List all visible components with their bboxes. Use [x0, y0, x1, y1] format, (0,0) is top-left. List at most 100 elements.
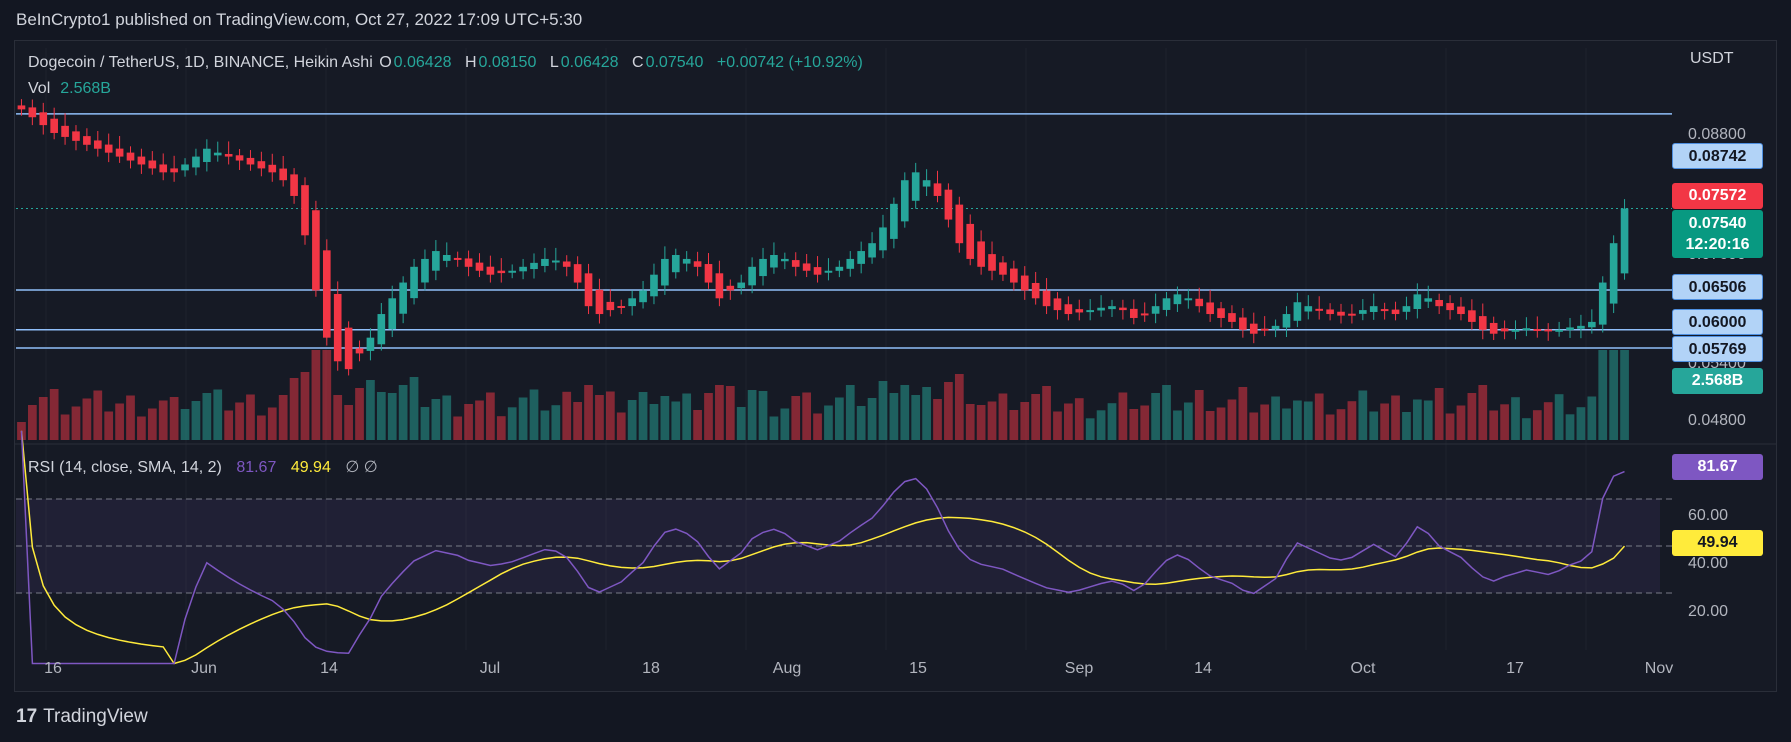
volume-bar: [1031, 394, 1041, 440]
volume-bar: [573, 402, 582, 440]
volume-legend[interactable]: Vol 2.568B: [28, 80, 111, 98]
volume-bar: [1260, 404, 1270, 440]
volume-bar: [725, 386, 735, 440]
price-tick: 0.08800: [1688, 126, 1746, 143]
volume-bar: [540, 410, 550, 440]
ohlc-legend: Dogecoin / TetherUS, 1D, BINANCE, Heikin…: [28, 54, 863, 71]
volume-bar: [376, 392, 386, 440]
candle-body: [1522, 328, 1531, 331]
x-axis-label: Jun: [191, 660, 217, 677]
symbol-label[interactable]: Dogecoin / TetherUS, 1D, BINANCE, Heikin…: [28, 54, 373, 71]
candle-body: [104, 144, 113, 153]
candle-body: [192, 156, 200, 168]
volume-bar: [278, 395, 288, 440]
candle-body: [235, 155, 244, 161]
volume-bar: [442, 395, 452, 440]
volume-bar: [1369, 411, 1379, 440]
candle-body: [1271, 325, 1280, 330]
candle-body: [399, 282, 407, 314]
candle-body: [1086, 310, 1094, 313]
volume-value: 2.568B: [60, 80, 111, 97]
candle-body: [1064, 304, 1073, 315]
x-axis-label: 14: [320, 660, 338, 677]
candle-body: [1402, 306, 1411, 312]
candle-body: [628, 298, 636, 307]
rsi-sma-value: 49.94: [290, 459, 331, 476]
volume-bar: [704, 393, 713, 440]
x-axis-label: 15: [909, 660, 927, 677]
candle-body: [879, 227, 887, 251]
candle-body: [366, 337, 375, 351]
volume-bar: [1096, 410, 1106, 440]
candle-body: [1053, 298, 1062, 311]
countdown: 12:20:16: [1685, 236, 1750, 253]
high-value: 0.08150: [478, 54, 537, 71]
candle-body: [1184, 298, 1193, 301]
candle-body: [93, 140, 102, 149]
volume-bar: [322, 350, 332, 440]
volume-bar: [747, 390, 757, 440]
candle-body: [17, 105, 26, 110]
volume-bar: [1467, 393, 1477, 440]
candle-body: [573, 264, 582, 283]
volume-bar: [158, 400, 168, 440]
candle-body: [1544, 329, 1553, 332]
candle-body: [650, 274, 658, 297]
volume-bar: [507, 407, 517, 440]
volume-bar: [1336, 409, 1346, 440]
candle-body: [1326, 309, 1334, 315]
candle-body: [1413, 294, 1422, 309]
volume-bar: [1522, 418, 1531, 440]
volume-bar: [638, 392, 648, 440]
close-value: 0.07540: [645, 54, 704, 71]
candle-body: [1500, 328, 1509, 332]
candle-body: [442, 255, 451, 261]
volume-bar: [605, 391, 615, 440]
volume-bar: [595, 395, 604, 440]
volume-bar: [660, 396, 670, 440]
candle-body: [955, 204, 964, 244]
volume-bar: [758, 391, 768, 440]
chart-frame[interactable]: [14, 40, 1777, 692]
volume-bar: [1053, 411, 1062, 440]
volume-bar: [1303, 401, 1313, 440]
candle-body: [344, 327, 353, 370]
rsi-legend[interactable]: RSI (14, close, SMA, 14, 2) 81.67 49.94 …: [28, 457, 378, 477]
candle-body: [704, 264, 713, 283]
candle-body: [584, 273, 593, 307]
candle-body: [39, 112, 48, 126]
candle-body: [410, 266, 418, 299]
level-badge: 0.06506: [1672, 274, 1763, 300]
candle-body: [1511, 329, 1520, 332]
volume-bar: [60, 414, 70, 440]
candle-body: [1577, 325, 1585, 329]
x-axis-label: Aug: [772, 660, 802, 677]
volume-bar: [1358, 390, 1368, 440]
volume-bar: [867, 398, 877, 440]
volume-bar: [387, 393, 397, 440]
open-value: 0.06428: [393, 54, 452, 71]
candle-body: [1042, 290, 1051, 307]
volume-bar: [551, 405, 561, 440]
candle-body: [791, 260, 800, 267]
tradingview-brand[interactable]: 17 TradingView: [16, 706, 148, 727]
candle-body: [1446, 303, 1454, 311]
rsi-line: [20, 430, 1625, 665]
volume-bar: [671, 401, 681, 440]
tradingview-logo-icon: 17: [16, 706, 38, 727]
candle-body: [661, 258, 669, 286]
candle-body: [857, 251, 865, 264]
volume-bar: [616, 412, 626, 440]
candle-body: [988, 254, 996, 271]
volume-bar: [1118, 392, 1128, 440]
rsi-label: RSI (14, close, SMA, 14, 2): [28, 459, 222, 476]
candle-body: [562, 261, 571, 267]
candle-body: [1129, 308, 1138, 318]
volume-bar: [627, 400, 637, 440]
candle-body: [1293, 302, 1302, 321]
volume-bar: [1238, 387, 1248, 440]
volume-bar: [464, 404, 473, 440]
price-tick: 0.04800: [1688, 412, 1746, 429]
rsi-sma-badge: 49.94: [1672, 530, 1763, 556]
